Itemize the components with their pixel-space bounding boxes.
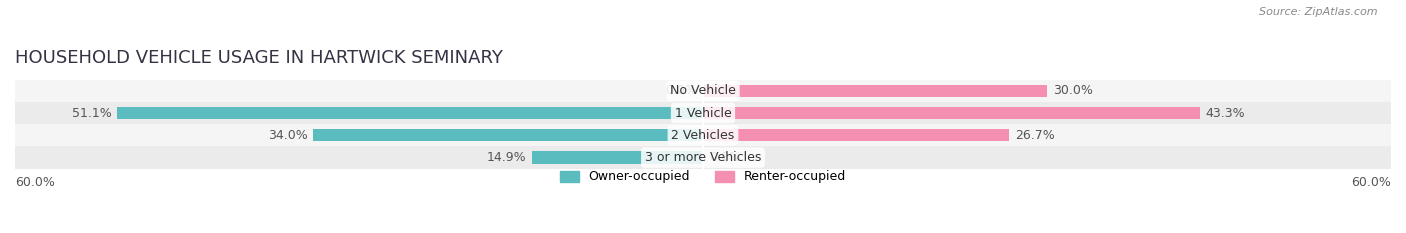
Text: 1 Vehicle: 1 Vehicle <box>675 106 731 120</box>
Text: 34.0%: 34.0% <box>267 129 308 142</box>
Text: 60.0%: 60.0% <box>1351 176 1391 189</box>
Text: 0.0%: 0.0% <box>709 151 741 164</box>
Text: 30.0%: 30.0% <box>1053 84 1092 97</box>
Bar <box>15 80 1391 102</box>
Bar <box>15 146 1391 169</box>
Text: 51.1%: 51.1% <box>72 106 111 120</box>
Text: 3 or more Vehicles: 3 or more Vehicles <box>645 151 761 164</box>
Bar <box>703 129 1010 141</box>
Bar <box>531 151 703 164</box>
Bar <box>703 85 1047 97</box>
Text: 43.3%: 43.3% <box>1205 106 1244 120</box>
Text: 2 Vehicles: 2 Vehicles <box>672 129 734 142</box>
Bar <box>703 107 1199 119</box>
Text: Source: ZipAtlas.com: Source: ZipAtlas.com <box>1260 7 1378 17</box>
Text: 26.7%: 26.7% <box>1015 129 1054 142</box>
Bar <box>15 102 1391 124</box>
Text: HOUSEHOLD VEHICLE USAGE IN HARTWICK SEMINARY: HOUSEHOLD VEHICLE USAGE IN HARTWICK SEMI… <box>15 49 503 67</box>
Legend: Owner-occupied, Renter-occupied: Owner-occupied, Renter-occupied <box>555 165 851 188</box>
Text: 14.9%: 14.9% <box>486 151 526 164</box>
Text: 60.0%: 60.0% <box>15 176 55 189</box>
Text: 0.0%: 0.0% <box>665 84 697 97</box>
Bar <box>314 129 703 141</box>
Bar <box>117 107 703 119</box>
Text: No Vehicle: No Vehicle <box>671 84 735 97</box>
Bar <box>15 124 1391 146</box>
